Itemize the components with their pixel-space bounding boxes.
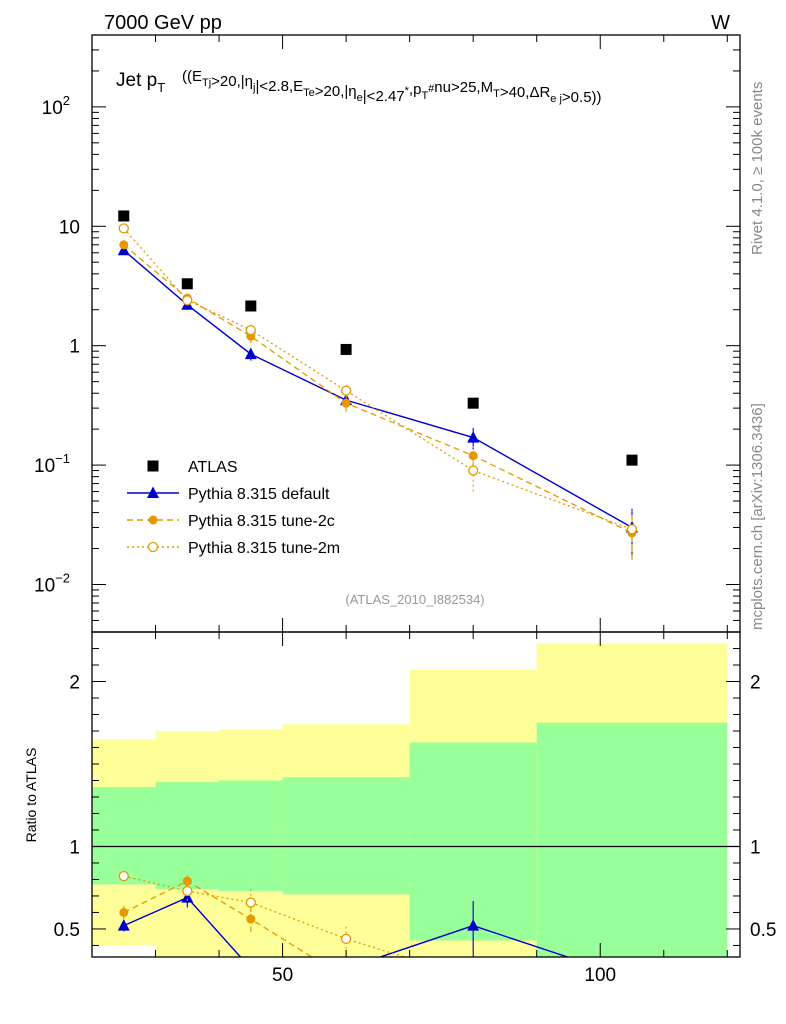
- point-default: [244, 347, 257, 360]
- y-tick-label: 10: [59, 217, 80, 238]
- energy-label: 7000 GeV pp: [104, 12, 222, 34]
- ratio-point-tune2c: [119, 907, 129, 917]
- ratio-point-tune2m: [245, 897, 256, 908]
- ratio-y-tick-label: 1: [750, 837, 761, 858]
- ratio-frame: [91, 631, 741, 958]
- legend-label: Pythia 8.315 tune-2m: [188, 540, 340, 557]
- ratio-line-default: [123, 896, 570, 957]
- ratio-point-tune2m: [182, 885, 193, 897]
- ratio-band-inner: [282, 777, 410, 895]
- ratio-band-inner: [92, 787, 156, 885]
- ratio-point-tune2c: [342, 974, 351, 983]
- ratio-point-tune2m: [628, 974, 637, 983]
- point-tune2m: [468, 465, 479, 476]
- title-main: Jet p: [116, 70, 157, 91]
- y-tick-label: 1: [69, 337, 80, 358]
- x-tick-label: 100: [584, 965, 616, 986]
- ratio-point-tune2c: [246, 914, 256, 924]
- ratio-y-tick-label: 1: [69, 837, 80, 858]
- point-tune2c: [341, 398, 351, 408]
- ratio-band-inner: [219, 780, 283, 892]
- legend-marker: [147, 460, 159, 472]
- ratio-y-tick-label: 0.5: [750, 920, 776, 941]
- point-default: [467, 431, 480, 443]
- legend-marker: [147, 541, 159, 553]
- title-main-sub: T: [157, 80, 165, 95]
- point-atlas: [340, 343, 352, 355]
- ratio-point-default: [181, 891, 194, 903]
- series-line-tune2c: [123, 244, 633, 534]
- legend-label: Pythia 8.315 tune-2c: [188, 513, 335, 530]
- analysis-id: (ATLAS_2010_I882534): [345, 592, 484, 607]
- ratio-panel: 0.5 0.5 1 1 2 2 Ratio to ATLAS: [23, 631, 776, 984]
- legend-marker: [148, 515, 158, 525]
- y-tick-label: 10−2: [34, 570, 70, 596]
- ratio-point-default: [117, 919, 130, 931]
- point-atlas: [118, 210, 130, 222]
- ratio-point-default: [245, 962, 257, 974]
- ratio-y-tick-label: 2: [69, 672, 80, 693]
- point-atlas: [626, 454, 638, 466]
- ratio-point-tune2m: [118, 871, 129, 882]
- point-default: [117, 243, 130, 256]
- point-tune2m: [245, 324, 256, 336]
- ratio-axis-label: Ratio to ATLAS: [23, 748, 39, 843]
- legend-label: Pythia 8.315 default: [188, 486, 330, 503]
- svg-text:Jet pT: Jet pT: [116, 70, 165, 95]
- point-tune2m: [626, 524, 638, 535]
- point-tune2m: [118, 223, 129, 234]
- ratio-line-tune2m: [123, 875, 407, 957]
- plot-title: Jet pT ((ETj>20,|ηj|<2.8,ETe>20,|ηe|<2.4…: [116, 68, 602, 106]
- ratio-point-default: [626, 972, 638, 984]
- ratio-band-inner: [536, 722, 728, 957]
- ratio-point-default: [340, 962, 352, 974]
- main-panel: 10−2 10−1 1 10 102 (ATLAS_2010_I882534): [34, 34, 741, 633]
- ratio-y-tick-label: 2: [750, 672, 761, 693]
- legend: ATLAS Pythia 8.315 default Pythia 8.315 tu…: [127, 459, 340, 557]
- point-tune2m: [340, 385, 352, 396]
- ratio-point-tune2c: [628, 974, 637, 983]
- ratio-point-tune2c: [182, 876, 192, 886]
- title-cuts: ((ETj>20,|ηj|<2.8,ETe>20,|ηe|<2.47*,pT#n…: [182, 68, 602, 106]
- y-tick-label: 102: [42, 93, 70, 119]
- legend-label: ATLAS: [188, 459, 238, 476]
- mcplots-label: mcplots.cern.ch [arXiv:1306.3436]: [749, 403, 766, 630]
- ratio-y-tick-label: 0.5: [54, 920, 80, 941]
- x-axis-labels: 50 100: [272, 965, 616, 986]
- y-tick-label: 10−1: [34, 451, 70, 477]
- ratio-point-default: [467, 919, 480, 931]
- rivet-version-label: Rivet 4.1.0, ≥ 100k events: [749, 82, 766, 255]
- process-label: W: [711, 12, 730, 34]
- point-atlas: [467, 397, 479, 409]
- ratio-line-tune2c: [123, 880, 313, 957]
- ratio-point-tune2m: [469, 974, 478, 983]
- ratio-band-inner: [155, 782, 220, 890]
- point-atlas: [181, 278, 193, 290]
- x-tick-label: 50: [272, 965, 293, 986]
- point-tune2c: [119, 240, 129, 250]
- ratio-point-tune2m: [340, 933, 352, 945]
- point-tune2m: [182, 295, 193, 306]
- series-line-default: [123, 249, 633, 529]
- point-atlas: [245, 300, 257, 312]
- legend-marker: [147, 486, 159, 498]
- ratio-point-tune2c: [469, 974, 478, 983]
